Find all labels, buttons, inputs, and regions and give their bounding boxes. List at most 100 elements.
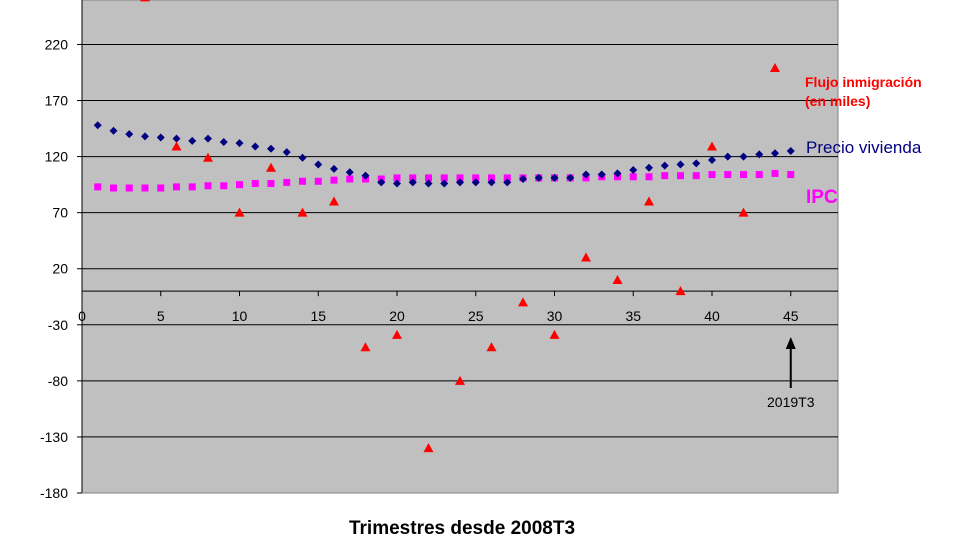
flujo-inmigracion-point [612, 274, 623, 284]
flujo-inmigracion-point [738, 207, 749, 217]
x-tick-label: 15 [310, 308, 326, 324]
ipc-point [204, 182, 212, 190]
y-tick-label: 170 [45, 93, 69, 109]
precio-vivienda-point [109, 126, 118, 135]
ipc-point [94, 183, 102, 191]
flujo-inmigracion-point [770, 63, 780, 73]
ipc-point [267, 180, 275, 188]
y-tick-label: -30 [48, 317, 68, 333]
precio-vivienda-point [456, 178, 464, 187]
precio-vivienda-point [597, 170, 606, 179]
ipc-point [188, 183, 196, 191]
ipc-point [488, 174, 495, 182]
precio-vivienda-point [786, 146, 795, 155]
ipc-point [173, 183, 180, 191]
precio-vivienda-point [424, 179, 433, 188]
precio-vivienda-point [393, 179, 401, 188]
precio-vivienda-point [660, 161, 669, 170]
flujo-inmigracion-point [171, 141, 182, 151]
ipc-point [409, 174, 417, 182]
ipc-point [456, 174, 464, 182]
annotation-label: 2019T3 [767, 394, 815, 410]
legend-entry: IPC [806, 187, 838, 208]
flujo-inmigracion-point [329, 196, 339, 206]
annotation: 2019T3 [767, 337, 815, 410]
x-tick-label: 10 [232, 308, 248, 324]
y-tick-label: 20 [52, 261, 68, 277]
x-tick-label: 0 [78, 308, 86, 324]
flujo-inmigracion-point [392, 329, 402, 339]
x-tick-label: 30 [547, 308, 563, 324]
ipc-point [283, 178, 291, 186]
ipc-point [425, 174, 432, 182]
ipc-point [440, 174, 448, 182]
x-tick-label: 20 [389, 308, 405, 324]
precio-vivienda-point [282, 148, 291, 157]
x-axis-label: Trimestres desde 2008T3 [349, 518, 575, 539]
x-tick-label: 40 [704, 308, 720, 324]
precio-vivienda-point [330, 164, 338, 173]
precio-vivienda-point [361, 171, 370, 180]
ipc-point [661, 172, 669, 180]
ipc-point [236, 181, 243, 189]
precio-vivienda-point [519, 175, 527, 184]
precio-vivienda-point [723, 152, 732, 161]
flujo-inmigracion-point [549, 329, 560, 339]
flujo-inmigracion-point [266, 162, 276, 172]
x-tick-label: 35 [625, 308, 641, 324]
flujo-inmigracion-point [140, 0, 150, 2]
ipc-point [157, 184, 165, 192]
y-tick-label: -180 [40, 485, 68, 501]
ipc-point [346, 175, 354, 183]
legend-entry: (en miles) [805, 93, 870, 109]
precio-vivienda-point [692, 159, 701, 168]
precio-vivienda-point [156, 133, 165, 142]
ipc-point [299, 177, 306, 185]
flujo-inmigracion-point [297, 207, 308, 217]
precio-vivienda-point [125, 130, 134, 139]
precio-vivienda-point [550, 173, 559, 182]
ipc-point [692, 172, 700, 180]
ipc-point [220, 182, 228, 190]
precio-vivienda-point [377, 178, 386, 187]
ipc-point [755, 171, 763, 179]
flujo-inmigracion-point [360, 342, 371, 352]
precio-vivienda-point [251, 142, 260, 151]
x-tick-label: 5 [157, 308, 165, 324]
y-tick-label: 70 [52, 205, 68, 221]
precio-vivienda-point [267, 144, 275, 153]
series-0 [140, 0, 780, 453]
precio-vivienda-point [440, 179, 449, 188]
precio-vivienda-point [755, 150, 764, 159]
flujo-inmigracion-point [518, 297, 528, 307]
y-axis-ticks: 220 170 120 70 20 -30 -80 -130 -180 [40, 36, 82, 501]
arrow-up-icon [785, 337, 796, 349]
flujo-inmigracion-point [581, 252, 591, 262]
ipc-point [330, 176, 338, 184]
ipc-point [110, 184, 117, 192]
flujo-inmigracion-point [203, 152, 213, 162]
x-axis-ticks: 0 5 10 15 20 25 30 35 40 45 [78, 291, 799, 324]
series-1 [93, 121, 795, 188]
precio-vivienda-point [629, 166, 638, 175]
series-2 [94, 169, 795, 192]
flujo-inmigracion-point [486, 342, 497, 352]
precio-vivienda-point [408, 178, 417, 187]
ipc-point [251, 180, 259, 188]
precio-vivienda-point [676, 160, 685, 169]
ipc-point [787, 171, 795, 179]
ipc-point [645, 173, 653, 181]
precio-vivienda-point [471, 178, 480, 187]
precio-vivienda-point [204, 134, 212, 143]
ipc-point [629, 173, 637, 181]
precio-vivienda-point [93, 121, 102, 130]
flujo-inmigracion-point [234, 207, 245, 217]
y-tick-label: 220 [45, 36, 69, 52]
y-tick-label: 120 [45, 149, 69, 165]
flujo-inmigracion-point [707, 141, 717, 151]
ipc-point [314, 177, 322, 185]
data-marks [93, 0, 795, 453]
ipc-point [708, 171, 716, 179]
ipc-point [740, 171, 747, 179]
